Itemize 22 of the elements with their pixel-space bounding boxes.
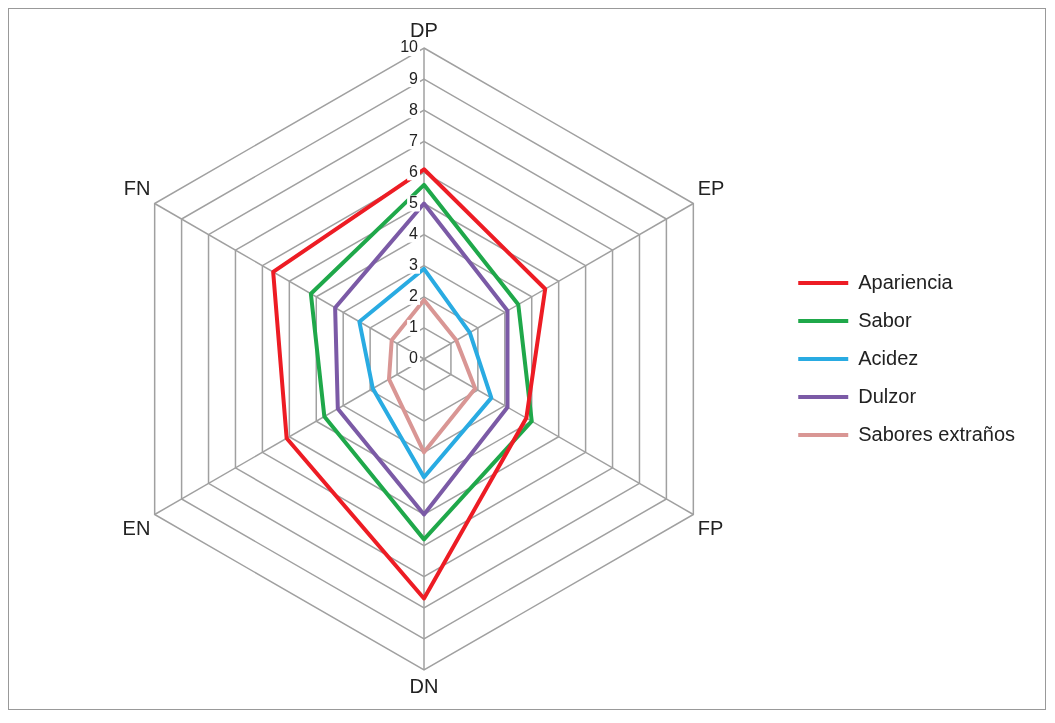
y-tick-label: 6	[409, 162, 419, 180]
spoke-label: FN	[123, 176, 151, 199]
spoke-label: EN	[122, 516, 151, 539]
legend-label: Acidez	[858, 346, 919, 369]
spoke-label: FP	[697, 516, 724, 539]
y-tick-label: 8	[409, 100, 419, 118]
y-tick-label: 7	[409, 131, 419, 149]
legend-label: Sabor	[858, 308, 912, 331]
y-tick-label: 4	[409, 225, 419, 243]
y-tick-label: 2	[409, 287, 419, 305]
y-tick-label: 9	[409, 69, 419, 87]
legend-label: Dulzor	[858, 384, 917, 407]
spoke-label: DN	[409, 674, 439, 697]
y-tick-label: 10	[400, 38, 419, 56]
legend-label: Apariencia	[858, 270, 954, 293]
spoke-label: EP	[697, 176, 725, 199]
y-tick-label: 0	[409, 349, 419, 367]
legend-label: Sabores extraños	[858, 422, 1016, 445]
y-tick-label: 3	[409, 256, 419, 274]
y-tick-label: 1	[409, 318, 419, 336]
spoke-label: DP	[410, 18, 438, 41]
y-tick-label: 5	[409, 193, 419, 211]
